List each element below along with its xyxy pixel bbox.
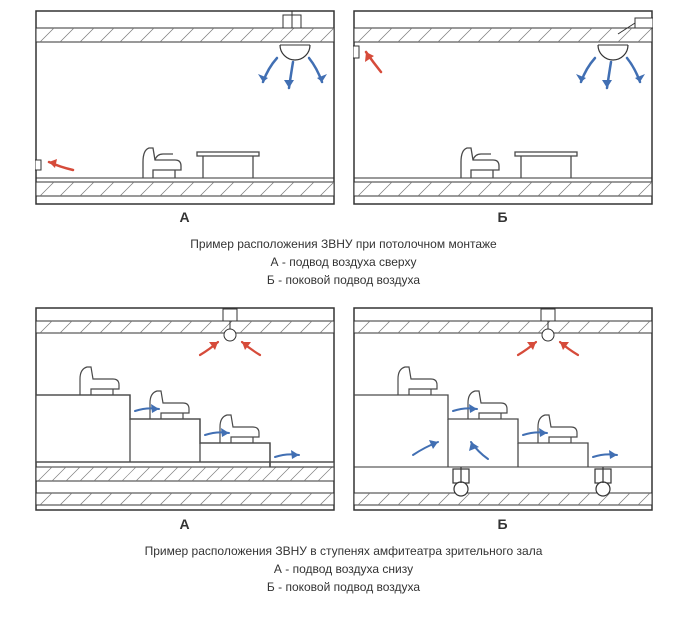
panel-top-b-svg: [353, 10, 653, 205]
panel-bottom-a-svg: [35, 307, 335, 512]
panel-bottom-b: Б: [353, 307, 653, 532]
diagram-container: А: [0, 0, 687, 633]
label-top-b: Б: [353, 209, 653, 225]
panel-bottom-a: А: [35, 307, 335, 532]
label-top-a: А: [35, 209, 335, 225]
caption-top-l3: Б - поковой подвод воздуха: [0, 271, 687, 289]
caption-bottom-l1: Пример расположения ЗВНУ в ступенях амфи…: [0, 542, 687, 560]
panel-top-a-svg: [35, 10, 335, 205]
label-bottom-a: А: [35, 516, 335, 532]
caption-bottom: Пример расположения ЗВНУ в ступенях амфи…: [0, 542, 687, 596]
label-bottom-b: Б: [353, 516, 653, 532]
top-row: А: [0, 0, 687, 225]
caption-top-l2: А - подвод воздуха сверху: [0, 253, 687, 271]
panel-top-b: Б: [353, 10, 653, 225]
caption-bottom-l2: А - подвод воздуха снизу: [0, 560, 687, 578]
caption-top-l1: Пример расположения ЗВНУ при потолочном …: [0, 235, 687, 253]
caption-top: Пример расположения ЗВНУ при потолочном …: [0, 235, 687, 289]
caption-bottom-l3: Б - поковой подвод воздуха: [0, 578, 687, 596]
panel-bottom-b-svg: [353, 307, 653, 512]
panel-top-a: А: [35, 10, 335, 225]
bottom-row: А: [0, 307, 687, 532]
